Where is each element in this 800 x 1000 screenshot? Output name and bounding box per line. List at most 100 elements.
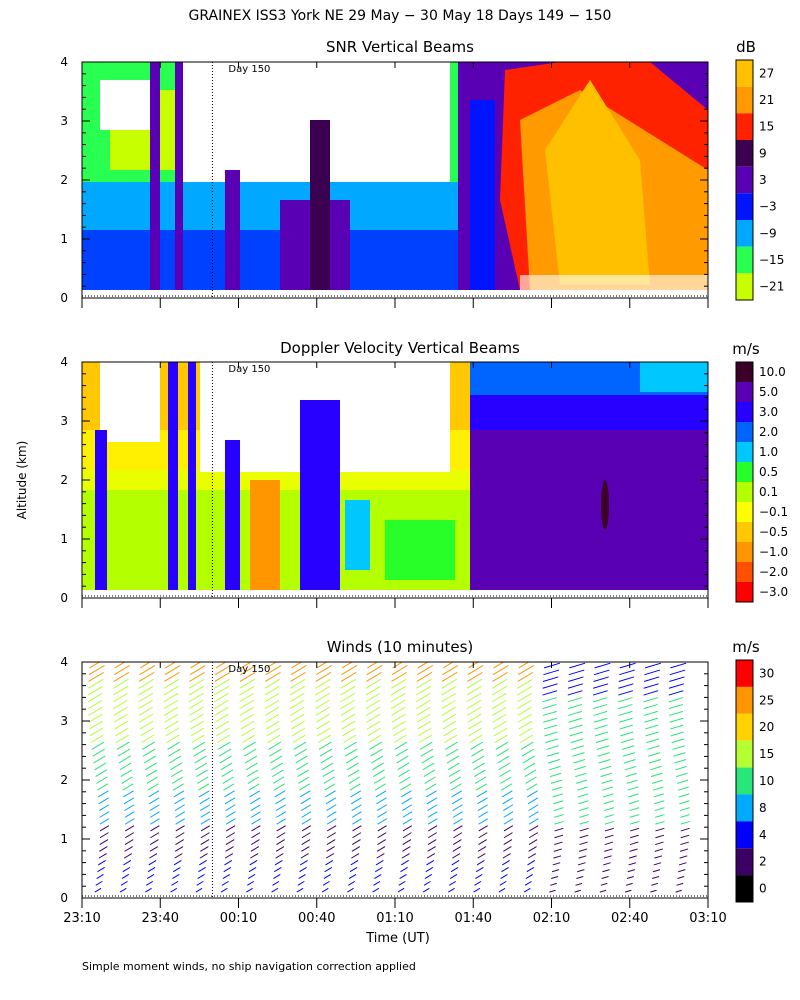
wind-barb bbox=[526, 867, 535, 873]
wind-barb bbox=[669, 669, 686, 676]
wind-barb bbox=[377, 832, 387, 839]
wind-barb bbox=[215, 720, 230, 730]
snr-panel: SNR Vertical Beams Day 150 0 1 2 3 4 27 21 15 9 3… bbox=[60, 38, 784, 308]
wind-barb bbox=[572, 752, 585, 757]
wind-barb bbox=[503, 825, 514, 832]
snr-clear-area-2 bbox=[100, 80, 150, 130]
doppler-colorbar: 10.0 5.0 3.0 2.0 1.0 0.5 0.1 −0.1 −0.5 −1.0 −2.0 −3… bbox=[732, 340, 788, 603]
wind-barb bbox=[366, 713, 381, 723]
wind-barb bbox=[149, 853, 158, 859]
wind-barb bbox=[620, 738, 634, 744]
wind-barb bbox=[593, 717, 608, 723]
wind-barb bbox=[451, 860, 460, 866]
wind-barb bbox=[367, 727, 381, 737]
wind-barb bbox=[600, 772, 612, 778]
colorbar-swatch bbox=[736, 502, 753, 522]
wind-barb bbox=[672, 745, 685, 750]
wind-barb bbox=[466, 699, 482, 710]
x-tick-label: 00:40 bbox=[298, 911, 335, 926]
wind-barb bbox=[502, 804, 514, 812]
colorbar-swatch bbox=[736, 562, 753, 582]
wind-barb bbox=[139, 713, 154, 723]
wind-barb bbox=[171, 769, 183, 778]
wind-barb bbox=[427, 832, 438, 839]
colorbar-label: −21 bbox=[759, 280, 784, 294]
day-marker-label: Day 150 bbox=[228, 664, 270, 675]
wind-barb bbox=[171, 880, 179, 886]
wind-barb bbox=[276, 825, 286, 832]
wind-barb bbox=[351, 853, 360, 859]
wind-barb bbox=[189, 706, 204, 716]
wind-barb bbox=[376, 804, 387, 812]
colorbar-swatch bbox=[736, 660, 753, 687]
wind-barb bbox=[374, 867, 383, 873]
wind-barb bbox=[88, 706, 103, 716]
colorbar-label: 9 bbox=[759, 146, 767, 160]
wind-barb bbox=[643, 683, 659, 689]
wind-barb bbox=[143, 755, 157, 764]
wind-barb bbox=[416, 685, 432, 696]
wind-barb bbox=[366, 671, 382, 682]
wind-barb bbox=[680, 820, 690, 825]
wind-barb bbox=[668, 690, 684, 696]
wind-barb bbox=[498, 762, 511, 771]
wind-barb bbox=[669, 717, 684, 723]
wind-barb bbox=[451, 797, 463, 805]
wind-barb bbox=[518, 720, 533, 730]
wind-barb bbox=[543, 669, 560, 676]
wind-barb bbox=[175, 818, 186, 825]
wind-barb bbox=[119, 887, 127, 893]
wind-barb bbox=[675, 889, 682, 893]
wind-barb bbox=[315, 713, 330, 723]
wind-barb bbox=[399, 873, 407, 879]
wind-barb bbox=[200, 846, 209, 852]
wind-barb bbox=[214, 671, 231, 682]
colorbar-label: 4 bbox=[759, 828, 767, 842]
wind-barb bbox=[200, 818, 211, 825]
wind-barb bbox=[653, 862, 662, 866]
wind-barb bbox=[424, 873, 433, 879]
wind-barb bbox=[200, 811, 211, 818]
wind-barb bbox=[121, 873, 130, 879]
wind-barb bbox=[289, 685, 305, 696]
wind-barb bbox=[498, 887, 506, 893]
wind-barb bbox=[376, 853, 385, 859]
wind-barb bbox=[655, 827, 665, 832]
wind-barb bbox=[523, 887, 531, 893]
wind-barb bbox=[391, 671, 407, 682]
wind-barb bbox=[448, 769, 461, 778]
wind-barb bbox=[164, 671, 180, 682]
colorbar-label: 2.0 bbox=[759, 425, 778, 439]
wind-barb bbox=[97, 867, 105, 873]
wind-barb bbox=[477, 853, 486, 859]
wind-barb bbox=[497, 755, 510, 764]
wind-barb bbox=[474, 776, 487, 784]
wind-barb bbox=[670, 731, 684, 737]
wind-barb bbox=[453, 818, 463, 825]
wind-barb bbox=[348, 776, 361, 784]
wind-barb bbox=[326, 839, 336, 845]
colorbar-swatch bbox=[736, 362, 753, 382]
wind-barb bbox=[618, 690, 634, 696]
wind-barb bbox=[575, 882, 583, 886]
wind-barb bbox=[647, 745, 660, 750]
wind-barb bbox=[214, 664, 231, 676]
wind-barb bbox=[141, 741, 155, 750]
wind-barb bbox=[265, 720, 280, 730]
wind-barb bbox=[97, 790, 109, 798]
wind-barb bbox=[549, 889, 556, 893]
wind-barb bbox=[595, 738, 609, 744]
wind-barb bbox=[651, 779, 663, 784]
wind-barb bbox=[149, 839, 159, 845]
wind-barb bbox=[373, 776, 386, 784]
wind-barb bbox=[554, 841, 563, 846]
wind-barb bbox=[250, 846, 260, 852]
wind-barb bbox=[526, 783, 538, 791]
wind-barb bbox=[474, 769, 486, 778]
colorbar-label: 25 bbox=[759, 693, 774, 707]
wind-barb bbox=[493, 727, 508, 737]
wind-barb bbox=[325, 797, 337, 805]
wind-barb bbox=[99, 811, 110, 818]
wind-barb bbox=[551, 786, 563, 791]
wind-barb bbox=[352, 818, 362, 825]
